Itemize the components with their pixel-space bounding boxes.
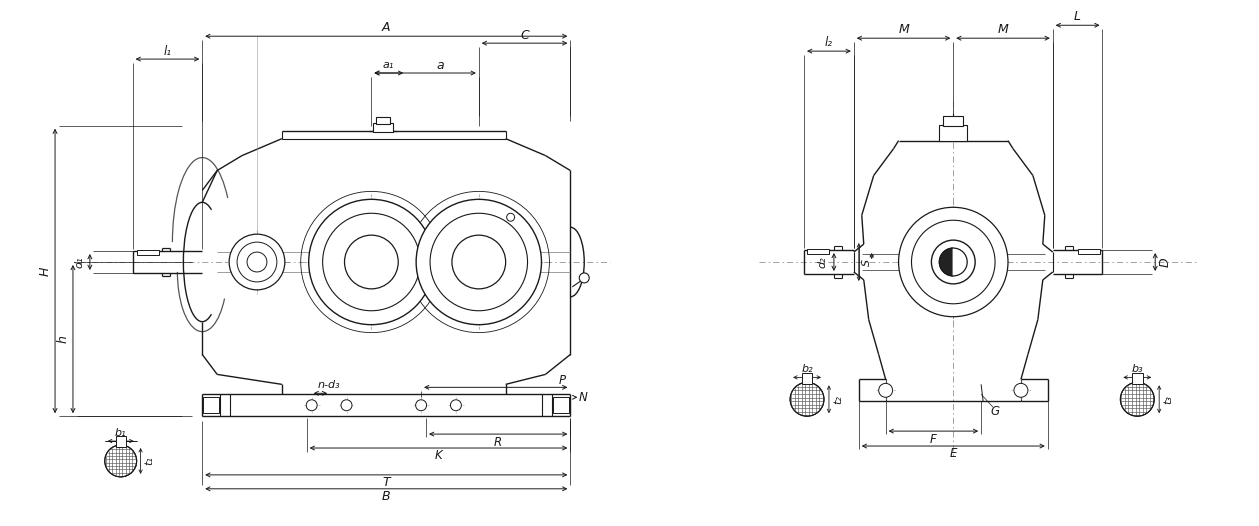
Text: b₂: b₂ [801,365,813,375]
Bar [802,373,812,385]
Circle shape [237,242,277,282]
Text: n-d₃: n-d₃ [317,380,340,390]
Text: S: S [861,258,871,266]
Text: D: D [1158,257,1172,267]
Circle shape [345,235,398,289]
Text: F: F [930,432,937,446]
Bar [203,397,219,413]
Circle shape [579,273,589,283]
Text: d₁: d₁ [76,256,84,268]
Bar [939,125,967,140]
Text: b₁: b₁ [115,428,126,438]
Circle shape [932,240,976,284]
Bar [943,116,963,126]
Circle shape [247,252,267,272]
Text: B: B [381,490,390,503]
Text: l₁: l₁ [164,45,171,58]
Circle shape [506,213,515,221]
Text: N: N [579,391,588,404]
Bar [376,117,390,124]
Circle shape [791,382,823,416]
Text: a₁: a₁ [383,60,394,70]
Text: M: M [898,23,909,36]
Bar [554,397,569,413]
Text: C: C [520,29,529,42]
Text: t₂: t₂ [833,395,842,404]
Text: a: a [436,58,444,72]
Circle shape [1013,383,1027,397]
Circle shape [899,207,1008,317]
Text: t₁: t₁ [145,457,155,466]
Bar [807,249,828,254]
Text: b₃: b₃ [1132,365,1143,375]
Text: E: E [949,448,957,460]
Text: P: P [559,374,565,387]
Circle shape [417,199,541,325]
Circle shape [229,234,285,290]
Circle shape [879,383,893,397]
Circle shape [431,213,528,311]
Text: l₂: l₂ [825,36,833,49]
Text: L: L [1074,10,1081,23]
Bar [1132,373,1143,385]
Text: K: K [434,450,442,462]
Text: R: R [494,436,502,449]
Text: T: T [383,477,390,489]
Circle shape [1121,382,1155,416]
Text: t₃: t₃ [1163,395,1173,404]
Text: M: M [997,23,1008,36]
Circle shape [451,400,461,411]
Text: h: h [57,335,69,343]
Circle shape [104,445,137,477]
Circle shape [912,220,995,304]
Wedge shape [939,248,953,276]
Bar [1078,249,1099,254]
Circle shape [415,400,427,411]
Text: A: A [381,21,390,34]
Circle shape [341,400,353,411]
Bar [374,123,393,132]
Text: d₂: d₂ [818,256,828,268]
Wedge shape [953,248,967,276]
Text: G: G [991,404,1000,418]
Circle shape [452,235,506,289]
Bar [137,250,159,255]
Circle shape [306,400,317,411]
Circle shape [322,213,421,311]
Bar [116,436,126,447]
Text: H: H [39,266,52,276]
Circle shape [308,199,434,325]
